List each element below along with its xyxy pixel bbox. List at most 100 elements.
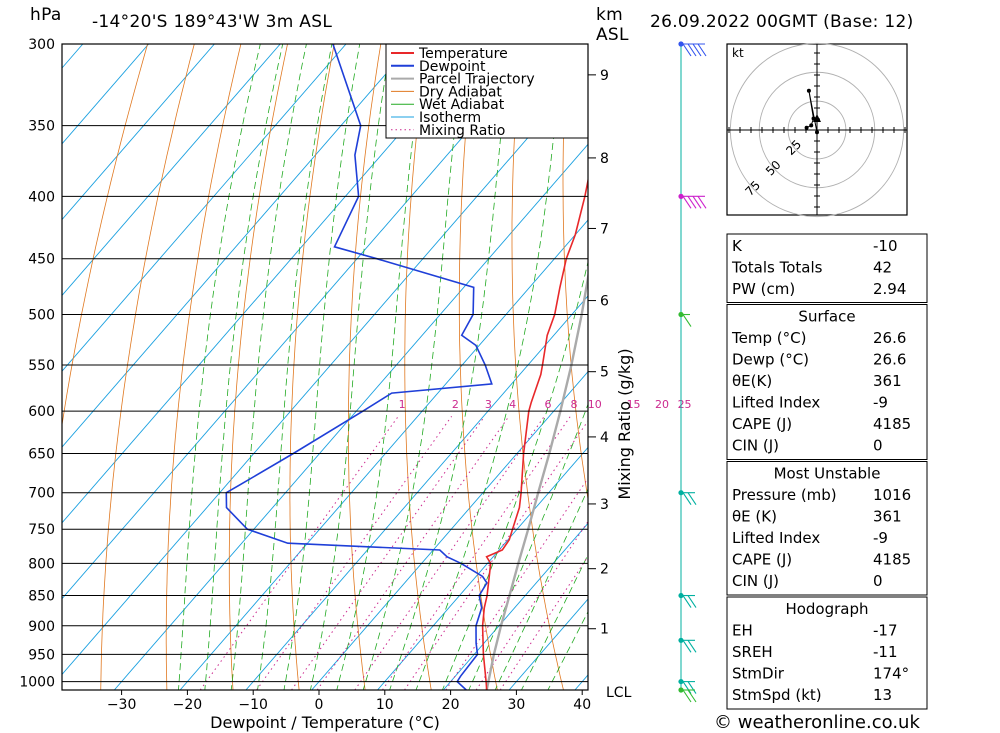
wet-adiabat-line (309, 44, 391, 690)
wind-barb (697, 196, 707, 209)
wind-barb (687, 196, 697, 209)
km-tick-label: 1 (600, 622, 609, 638)
isotherm-line (62, 44, 281, 297)
wind-barb (687, 595, 697, 608)
km-tick-label: 2 (600, 562, 609, 578)
km-tick-label: 8 (600, 151, 609, 167)
most-unstable-label: Pressure (mb) (732, 486, 837, 504)
wind-barb (682, 689, 692, 703)
dry-adiabat-line (228, 44, 288, 690)
dry-adiabat-line (458, 44, 498, 690)
isotherm-line (62, 44, 347, 372)
copyright-text: © weatheronline.co.uk (714, 712, 920, 733)
indices-label: Totals Totals (731, 259, 823, 277)
isotherm-line (62, 44, 478, 524)
dry-adiabat-line (100, 44, 195, 690)
pressure-tick-label: 350 (28, 119, 55, 135)
most-unstable-label: Lifted Index (732, 529, 820, 547)
most-unstable-label: CAPE (J) (732, 551, 792, 569)
wind-barb (682, 43, 692, 57)
hodograph-point (806, 88, 811, 93)
pressure-tick-label: 550 (28, 358, 55, 374)
km-tick-label: 6 (600, 294, 609, 310)
wet-adiabat-line (441, 260, 588, 690)
dry-adiabat-line (987, 44, 1000, 692)
wind-barb (682, 492, 692, 506)
mixing-ratio-label: 4 (509, 398, 516, 411)
surface-label: CAPE (J) (732, 415, 792, 433)
mixing-ratio-label: 8 (571, 398, 578, 411)
wind-barb (682, 314, 692, 327)
asl-unit-label: ASL (596, 25, 629, 45)
hodograph-table-label: EH (732, 622, 753, 640)
pressure-tick-label: 300 (28, 37, 55, 53)
hodograph-table-title: Hodograph (785, 600, 868, 618)
surface-label: Temp (°C) (731, 329, 806, 347)
wet-adiabat-line (415, 44, 564, 690)
km-tick-label: 7 (600, 221, 609, 237)
surface-label: CIN (J) (732, 437, 779, 455)
mixing-ratio-line (256, 416, 453, 690)
most-unstable-label: θE (K) (732, 508, 777, 526)
surface-label: Lifted Index (732, 394, 820, 412)
dry-adiabat-line (404, 44, 432, 690)
wind-barb (687, 43, 697, 57)
mixing-ratio-line (499, 555, 588, 690)
dewpoint-series (225, 44, 493, 690)
pressure-tick-label: 950 (28, 647, 55, 663)
dry-adiabat-line (511, 44, 564, 690)
pressure-tick-label: 500 (28, 308, 55, 324)
plot-frame (61, 43, 589, 691)
wind-barb (682, 640, 692, 653)
storm-motion-marker (813, 114, 821, 122)
isotherm-line (113, 143, 588, 690)
most-unstable-title: Most Unstable (774, 465, 881, 483)
indices-value: 42 (873, 259, 892, 277)
indices-value: 2.94 (873, 280, 906, 298)
surface-value: -9 (873, 394, 888, 412)
mixing-ratio-label: 3 (485, 398, 492, 411)
legend-entry: Mixing Ratio (419, 123, 505, 139)
temperature-tick-label: 20 (442, 697, 460, 713)
hodograph-unit: kt (732, 46, 744, 60)
temperature-tick-label: 0 (315, 697, 324, 713)
isotherm-line (245, 295, 588, 690)
hodograph-table-label: StmDir (732, 665, 785, 683)
isotherm-line (442, 522, 588, 690)
most-unstable-value: 4185 (873, 551, 911, 569)
wind-barb (687, 689, 697, 703)
km-tick-label: 9 (600, 68, 609, 84)
wind-barb (682, 595, 692, 608)
isotherm-line (311, 370, 588, 690)
surface-value: 0 (873, 437, 883, 455)
axis-ticks: 3003504004505005506006507007508008509009… (19, 37, 691, 713)
wind-barb (682, 196, 692, 209)
hodograph-table-label: SREH (732, 643, 773, 661)
pressure-tick-label: 400 (28, 189, 55, 205)
surface-label: θE(K) (732, 372, 772, 390)
mixing-ratio-line (199, 416, 399, 690)
km-tick-label: 4 (600, 430, 609, 446)
wind-barb (697, 43, 707, 57)
pressure-tick-label: 650 (28, 446, 55, 462)
km-tick-label: 3 (600, 497, 609, 513)
temperature-tick-label: 30 (507, 697, 525, 713)
mixing-ratio-line (445, 477, 588, 690)
most-unstable-value: 1016 (873, 486, 911, 504)
mixing-ratio-line (316, 416, 510, 690)
hodograph-point (804, 125, 809, 130)
indices-box (726, 233, 928, 303)
surface-value: 26.6 (873, 351, 906, 369)
legend-box (385, 43, 589, 139)
legend-entry: Dry Adiabat (419, 84, 502, 100)
lcl-label: LCL (606, 685, 632, 701)
surface-label: Dewp (°C) (732, 351, 809, 369)
temperature-tick-label: −10 (238, 697, 268, 713)
km-unit-label: km (596, 5, 623, 25)
isotherm-line (62, 67, 588, 676)
legend-entry: Dewpoint (419, 59, 486, 75)
most-unstable-value: 0 (873, 572, 883, 590)
legend-entry: Parcel Trajectory (419, 72, 535, 88)
pressure-tick-label: 850 (28, 589, 55, 605)
